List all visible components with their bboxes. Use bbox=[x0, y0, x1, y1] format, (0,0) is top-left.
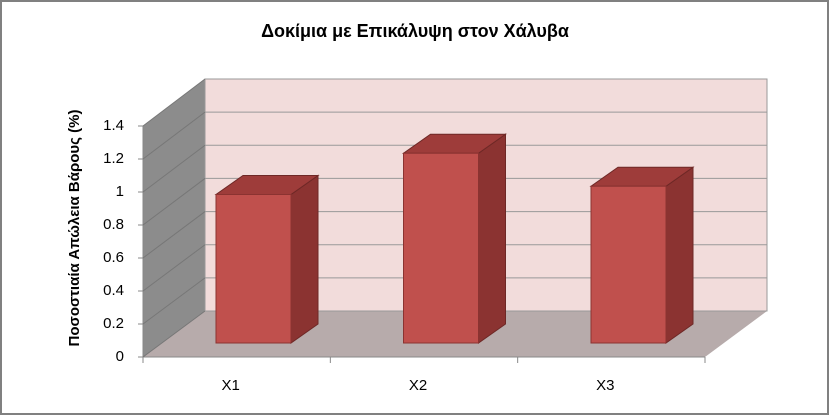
grid-line bbox=[142, 244, 206, 292]
y-tick-label: 0.8 bbox=[103, 216, 124, 233]
y-tick-label: 1.4 bbox=[103, 117, 124, 134]
grid-line bbox=[142, 78, 206, 127]
grid-line bbox=[142, 277, 206, 325]
grid-line bbox=[142, 211, 206, 259]
x-tick-label: X3 bbox=[596, 377, 614, 394]
bar bbox=[403, 152, 479, 344]
bar-side bbox=[290, 174, 319, 344]
y-tick-label: 1 bbox=[116, 183, 124, 200]
grid-line bbox=[142, 310, 206, 358]
bar bbox=[215, 194, 292, 344]
bar-side bbox=[665, 166, 694, 344]
x-tick-label: X1 bbox=[221, 377, 239, 394]
x-tick-label: X2 bbox=[409, 377, 427, 394]
bar-side bbox=[478, 133, 506, 344]
side-wall bbox=[143, 79, 205, 357]
y-tick-label: 1.2 bbox=[103, 150, 124, 167]
grid-line bbox=[142, 144, 206, 193]
y-axis-title: Ποσοστιαία Απώλεια Βάρους (%) bbox=[66, 110, 83, 347]
grid-line bbox=[142, 178, 206, 226]
grid-line bbox=[142, 111, 206, 160]
chart-title: Δοκίμια με Επικάλυψη στον Χάλυβα bbox=[261, 21, 569, 41]
y-tick-label: 0 bbox=[116, 348, 124, 365]
y-tick-label: 0.2 bbox=[103, 315, 124, 332]
bar bbox=[590, 185, 667, 344]
y-tick-label: 0.6 bbox=[103, 249, 124, 266]
y-tick-label: 0.4 bbox=[103, 282, 124, 299]
